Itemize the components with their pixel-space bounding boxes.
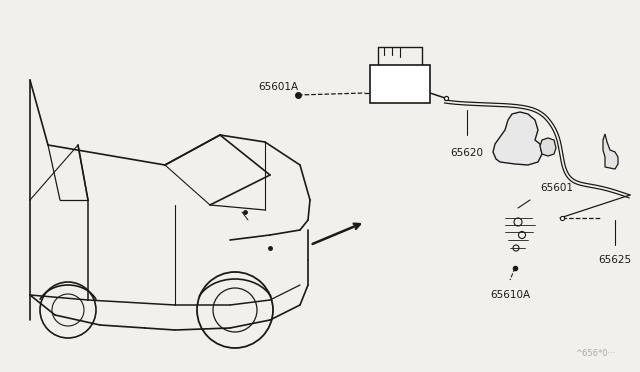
FancyBboxPatch shape [370, 65, 430, 103]
Polygon shape [540, 138, 556, 156]
Text: 65601A: 65601A [258, 82, 298, 92]
Text: ^656*0···: ^656*0··· [575, 349, 616, 358]
Text: 65601: 65601 [540, 183, 573, 193]
Polygon shape [603, 134, 618, 169]
Polygon shape [493, 112, 542, 165]
Text: 65625: 65625 [598, 255, 632, 265]
Text: 65610A: 65610A [490, 290, 530, 300]
Text: 65620: 65620 [451, 148, 483, 158]
